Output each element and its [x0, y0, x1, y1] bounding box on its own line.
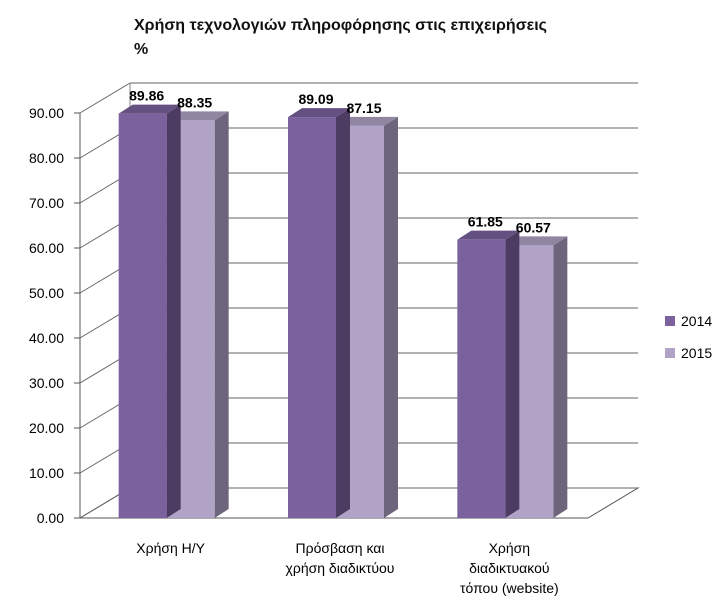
legend-swatch-2015 — [665, 348, 675, 358]
data-label-2014-0: 89.86 — [129, 88, 164, 104]
legend: 2014 2015 — [665, 313, 712, 361]
bar-side — [505, 230, 520, 519]
y-tick-label: 50.00 — [29, 285, 64, 301]
x-tick-label: Χρήση — [489, 540, 531, 556]
bars — [118, 104, 568, 519]
x-tick-label: διαδικτυακού — [469, 560, 549, 576]
bar-front — [288, 117, 336, 518]
y-tick-label: 20.00 — [29, 420, 64, 436]
bar-2014-2 — [457, 230, 520, 519]
y-tick-label: 70.00 — [29, 195, 64, 211]
bar-side — [553, 236, 568, 518]
legend-swatch-2014 — [665, 316, 675, 326]
bar-top — [505, 236, 568, 246]
bar-front — [457, 239, 506, 519]
bar-side — [384, 116, 398, 518]
data-labels: 88.35 89.86 87.15 89.09 60.57 61.85 — [129, 88, 551, 236]
y-tick-label: 40.00 — [29, 330, 64, 346]
y-tick-label: 60.00 — [29, 240, 64, 256]
gridline-side — [79, 82, 131, 114]
data-label-2014-1: 89.09 — [298, 91, 333, 107]
legend-label-2015: 2015 — [681, 345, 712, 361]
bar-top — [288, 108, 350, 118]
chart-subtitle: % — [134, 41, 149, 58]
x-tick-label: χρήση διαδικτύου — [286, 560, 395, 576]
x-tick-label: Πρόσβαση και — [296, 540, 385, 556]
bar-2014-0 — [118, 104, 181, 518]
bar-side — [214, 111, 229, 519]
bar-front — [118, 113, 167, 518]
bar-side — [166, 104, 181, 518]
legend-label-2014: 2014 — [681, 313, 712, 329]
y-tick-label: 90.00 — [29, 105, 64, 121]
bar-top — [336, 116, 398, 126]
chart-title: Χρήση τεχνολογιών πληροφόρησης στις επιχ… — [134, 14, 694, 62]
y-tick-label: 10.00 — [29, 465, 64, 481]
y-axis: 0.00 10.00 20.00 30.00 40.00 50.00 60.00 70.00 8… — [29, 83, 131, 526]
y-tick-label: 30.00 — [29, 375, 64, 391]
x-axis: Χρήση Η/Υ Πρόσβαση και χρήση διαδικτύου Χρή… — [136, 540, 558, 596]
chart-title-text: Χρήση τεχνολογιών πληροφόρησης στις επιχ… — [134, 17, 547, 34]
data-label-2015-0: 88.35 — [177, 94, 212, 110]
bar-top — [457, 230, 520, 240]
x-tick-label: τόπου (website) — [460, 580, 559, 596]
bar-2014-1 — [288, 108, 350, 518]
data-label-2015-2: 60.57 — [516, 219, 551, 235]
bar-side — [336, 108, 350, 518]
y-tick-label: 80.00 — [29, 150, 64, 166]
y-tick-label: 0.00 — [37, 510, 64, 526]
data-label-2014-2: 61.85 — [468, 214, 503, 230]
x-tick-label: Χρήση Η/Υ — [136, 540, 205, 556]
bar-top — [118, 104, 181, 114]
data-label-2015-1: 87.15 — [346, 100, 381, 116]
bar-top — [166, 111, 229, 121]
